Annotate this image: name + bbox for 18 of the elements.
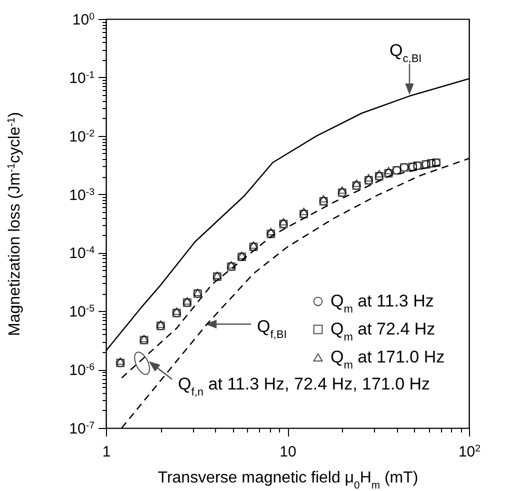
annotation: Q$_{f,n}$ at 11.3 Hz, 72.4 Hz, 171.0 Hz bbox=[178, 374, 430, 398]
x-tick-label: 10 bbox=[280, 444, 296, 460]
annotation: Q$_{f,BI}$ bbox=[256, 317, 287, 342]
x-tick-label: 10$^{2}$ bbox=[458, 443, 481, 460]
legend-label: Q$_{m}$ at 171.0 Hz bbox=[330, 347, 445, 372]
annotation: Q$_{c,BI}$ bbox=[389, 41, 422, 66]
y-tick-label: 10$^{-1}$ bbox=[69, 69, 94, 87]
y-tick-label: 10$^{-4}$ bbox=[69, 244, 96, 262]
y-tick-label: 10$^{-3}$ bbox=[69, 186, 94, 204]
y-tick-label: 10$^{-6}$ bbox=[69, 362, 94, 380]
legend-label: Q$_{m}$ at 11.3 Hz bbox=[330, 291, 434, 316]
x-axis-title: Transverse magnetic field μ$_{0}$H$_{m}$ (mT) bbox=[158, 470, 418, 491]
x-tick-label: 1 bbox=[102, 444, 111, 460]
legend-label: Q$_{m}$ at 72.4 Hz bbox=[330, 319, 436, 344]
y-tick-label: 10$^{0}$ bbox=[72, 11, 96, 28]
y-tick-label: 10$^{-5}$ bbox=[69, 303, 96, 321]
y-tick-label: 10$^{-7}$ bbox=[69, 420, 94, 438]
y-tick-label: 10$^{-2}$ bbox=[69, 128, 94, 146]
